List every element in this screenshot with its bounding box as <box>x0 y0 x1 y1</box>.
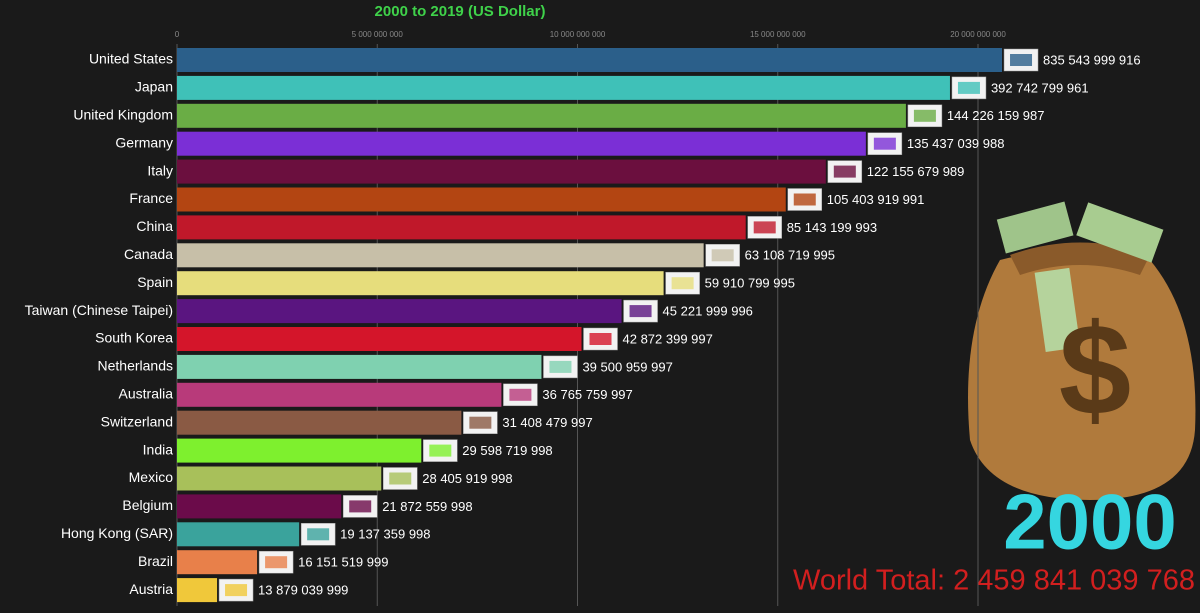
flag-accent <box>589 333 612 345</box>
bar <box>177 75 950 100</box>
chart-title: 2000 to 2019 (US Dollar) <box>375 3 546 20</box>
value-label: 105 403 919 991 <box>827 192 925 207</box>
value-label: 29 598 719 998 <box>462 443 552 458</box>
bar <box>177 522 300 547</box>
x-tick-label: 0 <box>175 30 180 39</box>
bar <box>177 159 826 184</box>
flag-accent <box>1010 54 1033 66</box>
flag-accent <box>711 249 734 262</box>
category-label: Brazil <box>138 553 173 569</box>
bar <box>177 327 582 351</box>
flag-accent <box>957 81 980 94</box>
category-label: Mexico <box>129 469 174 485</box>
category-label: Japan <box>135 79 173 95</box>
value-label: 835 543 999 916 <box>1043 52 1141 67</box>
category-label: Spain <box>137 274 173 290</box>
category-label: South Korea <box>95 330 173 346</box>
bar <box>177 550 258 575</box>
bar <box>177 410 462 435</box>
category-label: China <box>136 218 173 234</box>
category-label: India <box>143 441 174 457</box>
bar <box>177 438 422 463</box>
value-label: 59 910 799 995 <box>705 276 795 291</box>
flag-accent <box>873 137 896 150</box>
bar <box>177 382 502 407</box>
bar <box>177 494 342 519</box>
flag-accent <box>629 305 652 318</box>
flag-accent <box>793 193 816 206</box>
value-label: 45 221 999 996 <box>663 304 753 319</box>
flag-accent <box>549 360 572 373</box>
value-label: 16 151 519 999 <box>298 555 388 570</box>
flag-accent <box>307 528 330 541</box>
value-label: 13 879 039 999 <box>258 583 348 598</box>
flag-accent <box>469 416 492 429</box>
value-label: 144 226 159 987 <box>947 108 1045 123</box>
bar <box>177 299 622 324</box>
value-label: 392 742 799 961 <box>991 80 1089 95</box>
x-tick-label: 5 000 000 000 <box>352 30 404 39</box>
flag-accent <box>265 556 288 569</box>
flag-accent <box>913 109 936 122</box>
x-tick-label: 15 000 000 000 <box>750 30 806 39</box>
bar <box>177 466 382 491</box>
bar <box>177 103 906 128</box>
world-total: World Total: 2 459 841 039 768 <box>793 565 1195 597</box>
value-label: 21 872 559 998 <box>382 499 472 514</box>
bar <box>177 215 746 240</box>
value-label: 36 765 759 997 <box>542 387 632 402</box>
flag-accent <box>509 388 532 401</box>
category-label: Switzerland <box>101 413 173 429</box>
category-label: Germany <box>115 134 173 150</box>
flag-accent <box>671 277 694 290</box>
flag-accent <box>833 165 856 178</box>
bar <box>177 243 704 268</box>
flag-accent <box>429 444 452 457</box>
value-label: 135 437 039 988 <box>907 136 1005 151</box>
value-label: 122 155 679 989 <box>867 164 965 179</box>
category-label: Canada <box>124 246 173 262</box>
bar <box>177 354 542 379</box>
bar <box>177 187 786 212</box>
category-label: Italy <box>147 162 173 178</box>
category-label: Belgium <box>122 497 173 513</box>
value-label: 39 500 959 997 <box>582 359 672 374</box>
bar <box>177 578 218 603</box>
value-label: 31 408 479 997 <box>502 415 592 430</box>
category-label: United States <box>89 51 173 67</box>
x-tick-label: 20 000 000 000 <box>950 30 1006 39</box>
flag-accent <box>225 584 248 597</box>
bar <box>177 131 866 156</box>
category-label: France <box>129 190 173 206</box>
bar <box>177 48 1003 72</box>
year-label: 2000 <box>1003 478 1177 566</box>
x-tick-label: 10 000 000 000 <box>550 30 606 39</box>
svg-text:$: $ <box>1059 296 1131 442</box>
category-label: Austria <box>129 581 173 597</box>
money-bag: $ <box>968 201 1196 500</box>
value-label: 63 108 719 995 <box>745 248 835 263</box>
value-label: 85 143 199 993 <box>787 220 877 235</box>
value-label: 42 872 399 997 <box>623 331 713 346</box>
flag-accent <box>349 500 372 513</box>
value-label: 19 137 359 998 <box>340 527 430 542</box>
category-label: Hong Kong (SAR) <box>61 525 173 541</box>
category-label: United Kingdom <box>73 107 173 123</box>
category-label: Netherlands <box>98 358 174 374</box>
category-label: Australia <box>119 386 174 402</box>
bar <box>177 271 664 296</box>
flag-accent <box>753 221 776 234</box>
category-label: Taiwan (Chinese Taipei) <box>25 302 173 318</box>
value-label: 28 405 919 998 <box>422 471 512 486</box>
flag-accent <box>389 472 412 485</box>
